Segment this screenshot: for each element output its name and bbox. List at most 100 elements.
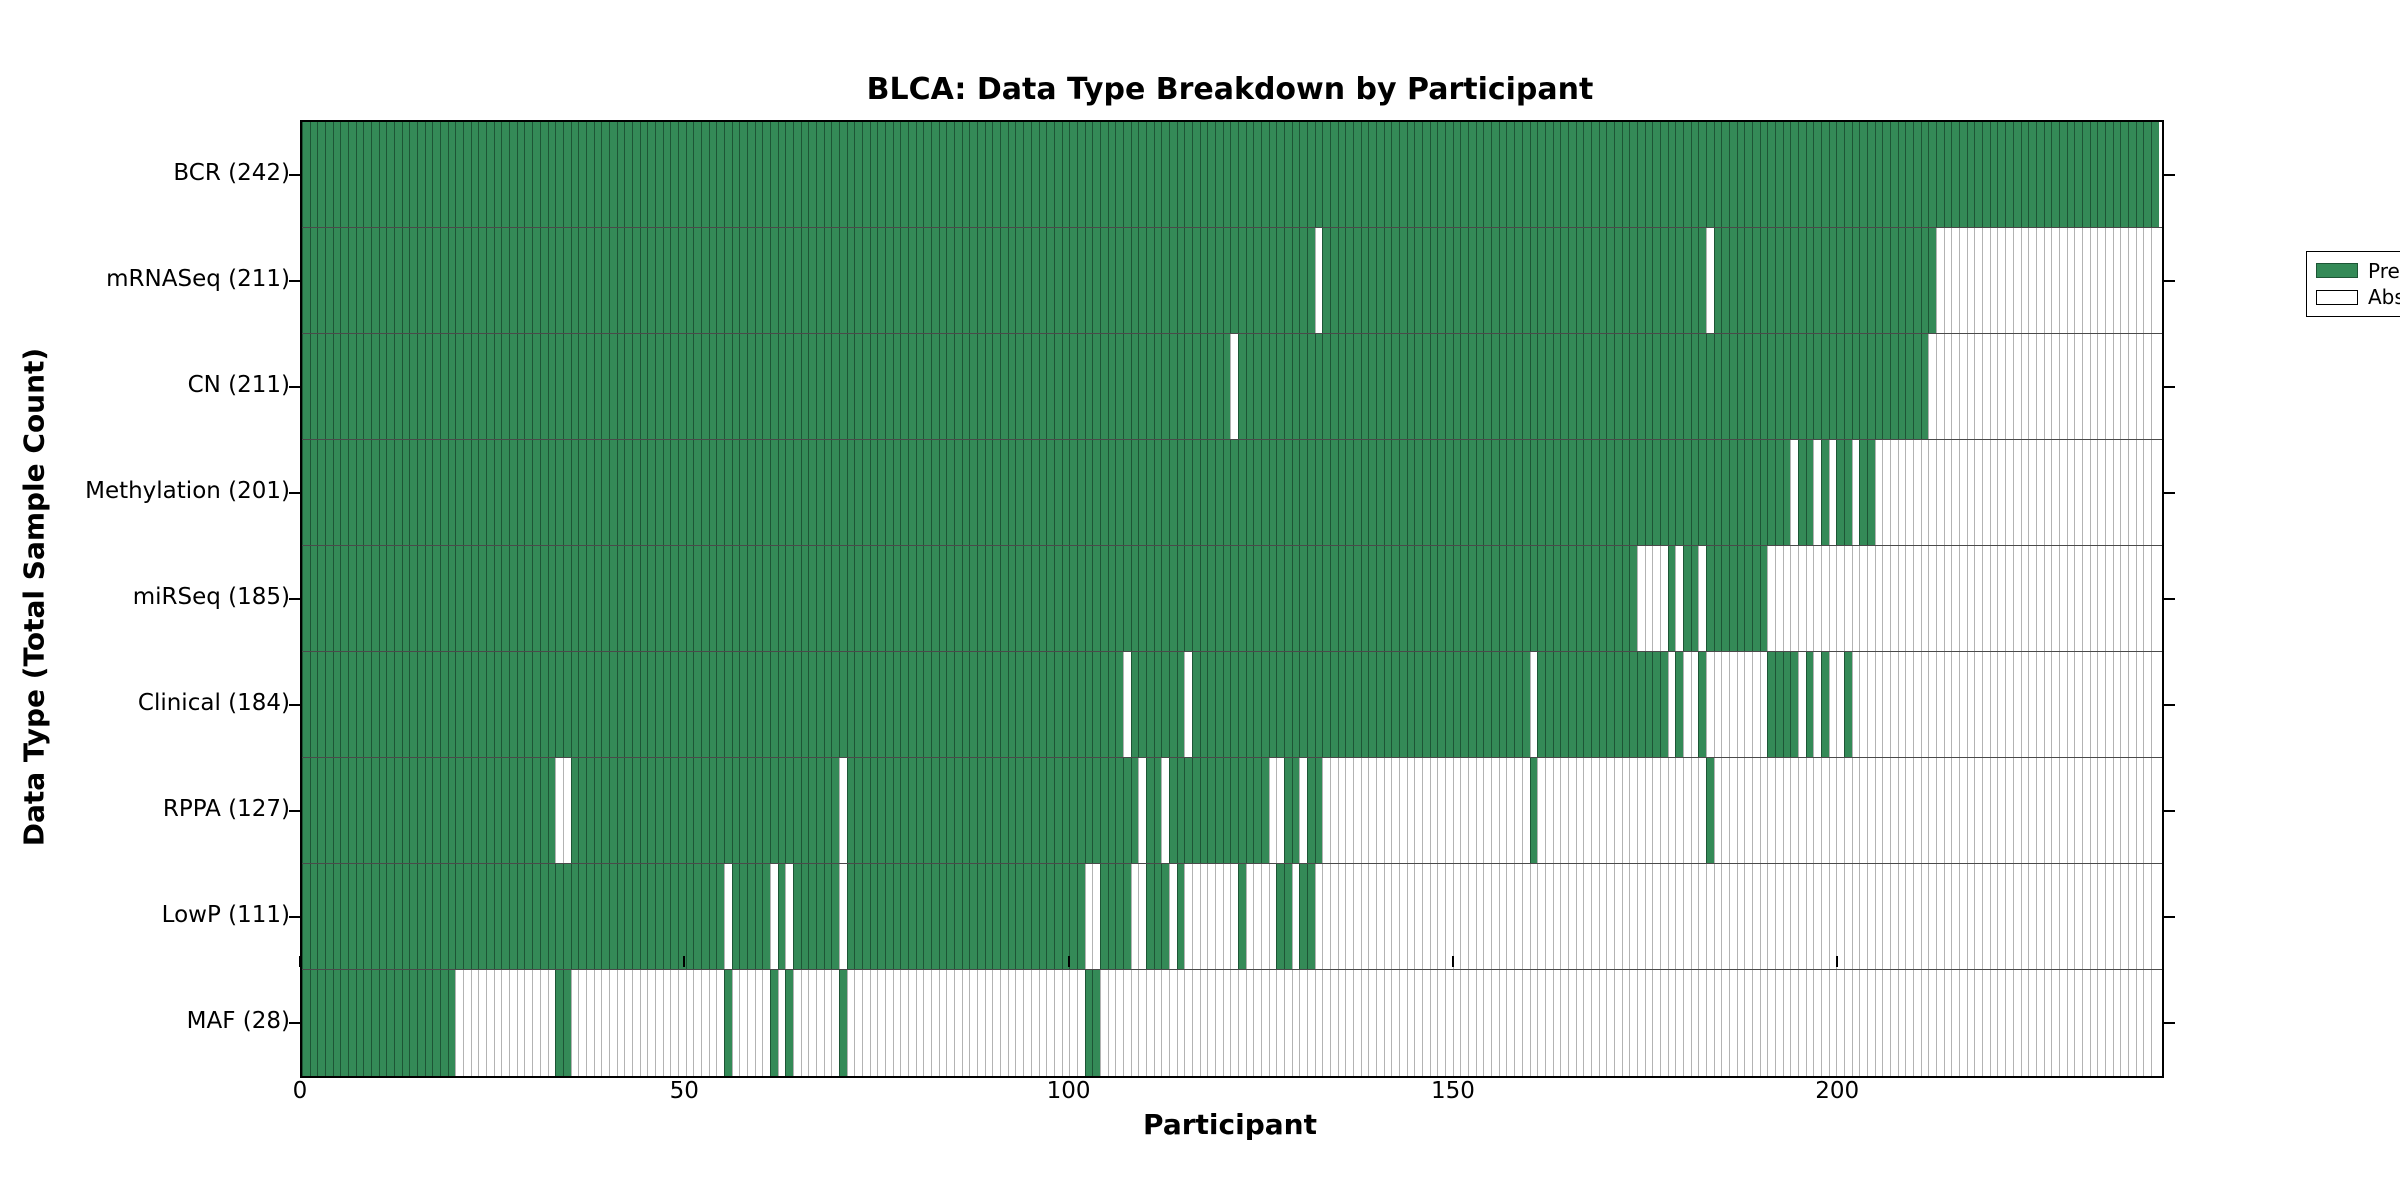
participant-cell <box>954 652 962 757</box>
participant-cell <box>1414 758 1423 863</box>
participant-cell <box>1897 334 1906 439</box>
participant-cell <box>2097 758 2105 863</box>
participant-cell <box>1959 546 1967 651</box>
participant-cell <box>601 440 609 545</box>
participant-cell <box>1943 122 1952 227</box>
participant-cell <box>1345 970 1354 1076</box>
participant-cell <box>509 440 517 545</box>
participant-cell <box>1291 970 1300 1076</box>
participant-cell <box>1821 334 1829 439</box>
participant-cell <box>340 864 349 969</box>
participant-cell <box>946 440 955 545</box>
participant-cell <box>1429 546 1438 651</box>
participant-cell <box>486 970 494 1076</box>
participant-cell <box>854 652 863 757</box>
participant-cell <box>1437 334 1446 439</box>
participant-cell <box>800 652 809 757</box>
participant-cell <box>1805 970 1814 1076</box>
participant-cell <box>447 970 456 1076</box>
participant-cell <box>478 652 487 757</box>
participant-cell <box>1590 334 1599 439</box>
participant-cell <box>325 440 333 545</box>
participant-cell <box>1268 864 1277 969</box>
participant-cell <box>348 228 356 333</box>
participant-cell <box>386 864 395 969</box>
participant-cell <box>1506 122 1515 227</box>
participant-cell <box>309 864 318 969</box>
participant-cell <box>793 864 801 969</box>
participant-cell <box>1920 440 1929 545</box>
participant-cell <box>1230 334 1238 439</box>
participant-cell <box>570 334 579 439</box>
participant-cell <box>800 864 809 969</box>
participant-cell <box>1552 228 1561 333</box>
participant-cell <box>1698 758 1706 863</box>
participant-cell <box>1905 546 1914 651</box>
participant-cell <box>2081 228 2090 333</box>
participant-cell <box>340 652 349 757</box>
participant-cell <box>1168 122 1177 227</box>
participant-cell <box>1744 546 1752 651</box>
participant-cell <box>662 970 671 1076</box>
participant-cell <box>716 864 724 969</box>
participant-cell <box>923 970 932 1076</box>
participant-cell <box>1360 122 1369 227</box>
participant-cell <box>2066 440 2075 545</box>
participant-cell <box>1061 440 1070 545</box>
participant-cell <box>624 228 632 333</box>
participant-cell <box>793 970 801 1076</box>
participant-cell <box>1529 546 1538 651</box>
participant-cell <box>1705 334 1714 439</box>
participant-cell <box>2150 970 2159 1076</box>
participant-cell <box>1460 122 1469 227</box>
participant-cell <box>1322 970 1331 1076</box>
participant-cell <box>1368 122 1377 227</box>
participant-cell <box>1307 758 1315 863</box>
participant-cell <box>447 652 456 757</box>
participant-cell <box>1813 228 1822 333</box>
participant-cell <box>1299 652 1308 757</box>
participant-cell <box>731 440 740 545</box>
participant-cell <box>708 864 717 969</box>
participant-cell <box>1483 970 1492 1076</box>
participant-cell <box>1713 652 1722 757</box>
participant-cell <box>1260 758 1269 863</box>
participant-cell <box>923 652 932 757</box>
participant-cell <box>869 864 878 969</box>
participant-cell <box>1130 864 1139 969</box>
participant-cell <box>1598 758 1607 863</box>
participant-cell <box>1989 546 1998 651</box>
participant-cell <box>1153 970 1162 1076</box>
participant-cell <box>1030 334 1039 439</box>
participant-cell <box>969 228 978 333</box>
participant-cell <box>555 122 563 227</box>
participant-cell <box>1314 758 1323 863</box>
participant-cell <box>1744 440 1752 545</box>
participant-cell <box>2120 122 2128 227</box>
participant-cell <box>1168 864 1177 969</box>
participant-cell <box>1445 440 1453 545</box>
participant-cell <box>1644 334 1653 439</box>
participant-cell <box>2143 758 2151 863</box>
participant-cell <box>1836 652 1845 757</box>
participant-cell <box>608 334 617 439</box>
participant-cell <box>1705 864 1714 969</box>
participant-cell <box>578 228 586 333</box>
participant-cell <box>1046 440 1054 545</box>
participant-cell <box>409 546 418 651</box>
participant-cell <box>1606 970 1614 1076</box>
participant-cell <box>2066 652 2075 757</box>
participant-cell <box>1061 970 1070 1076</box>
participant-cell <box>1667 864 1676 969</box>
participant-cell <box>1214 334 1223 439</box>
participant-cell <box>332 970 341 1076</box>
participant-cell <box>1598 970 1607 1076</box>
participant-cell <box>1736 758 1745 863</box>
participant-cell <box>562 652 571 757</box>
participant-cell <box>1214 228 1223 333</box>
participant-cell <box>746 970 755 1076</box>
participant-cell <box>1161 758 1169 863</box>
participant-cell <box>716 440 724 545</box>
participant-cell <box>355 652 364 757</box>
participant-cell <box>1376 652 1384 757</box>
